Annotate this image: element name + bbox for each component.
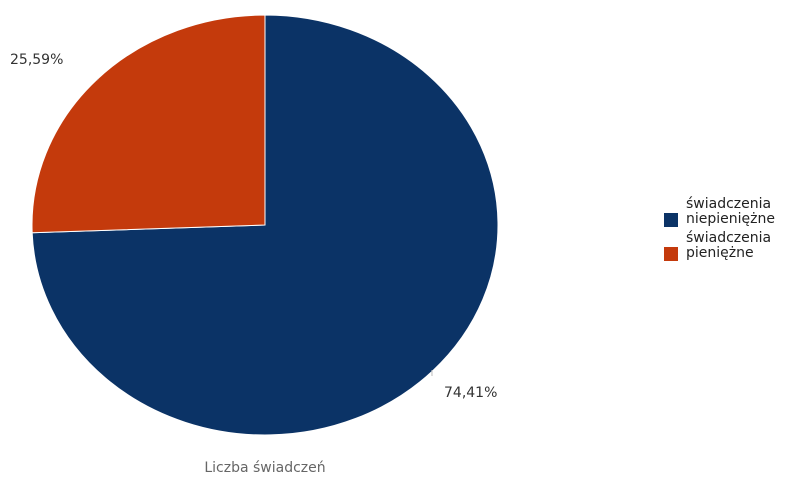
legend-swatch-1 (664, 213, 678, 227)
pie-slice-2 (31, 14, 266, 234)
legend-label-2: świadczenia pieniężne (686, 230, 771, 261)
chart-caption: Liczba świadczeń (204, 460, 325, 476)
data-label-1: 74,41% (444, 385, 497, 401)
legend-swatch-2 (664, 247, 678, 261)
pie-slices (31, 14, 499, 436)
leader-lines (96, 78, 433, 377)
data-labels: 74,41% 25,59% (10, 52, 497, 401)
data-label-2: 25,59% (10, 52, 63, 68)
leader-line-2 (96, 78, 99, 81)
legend-label-1: świadczenia niepieniężne (686, 196, 775, 227)
